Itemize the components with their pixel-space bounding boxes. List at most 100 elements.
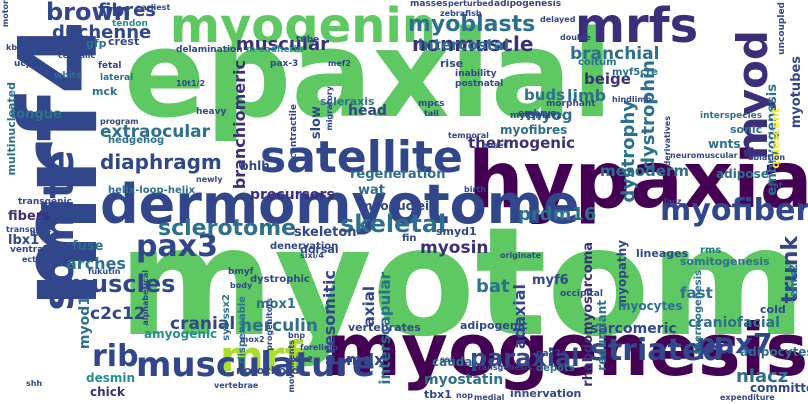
word: nop — [456, 391, 473, 400]
word: brown — [46, 0, 131, 26]
word: thermogenesis — [693, 270, 704, 355]
word: rise — [440, 57, 464, 70]
word: wat — [358, 183, 385, 198]
word: rib — [92, 339, 139, 374]
word: mox1 — [256, 297, 296, 312]
word: pax7 — [696, 327, 773, 360]
word: derivatives — [663, 116, 672, 167]
word: sonic — [730, 123, 763, 136]
word: tongue — [10, 107, 62, 122]
word: fetal — [98, 61, 122, 71]
word: movements — [287, 340, 296, 393]
word: myopathy — [615, 240, 629, 308]
word: dystrophy — [618, 100, 639, 203]
word: myotome — [118, 196, 808, 370]
word: syt-ssx2 — [221, 294, 232, 341]
word: alphabetical — [141, 270, 150, 326]
word: progenitors — [265, 298, 274, 351]
word: dorsal — [300, 243, 339, 256]
word: skeleton — [294, 225, 357, 240]
word: mpcs — [418, 99, 445, 109]
word: lbx1 — [8, 233, 40, 248]
word: mdx — [346, 350, 385, 369]
word: gfp — [86, 37, 107, 50]
word: ucp1 — [14, 59, 39, 69]
word: mesoderm — [600, 162, 689, 180]
word: originate — [500, 251, 541, 260]
word: pax-3 — [270, 59, 299, 69]
word: diaphragm — [100, 150, 222, 174]
word: epaxial — [124, 6, 613, 145]
word: sclerotome — [158, 216, 297, 241]
word: skeletal — [340, 210, 447, 238]
word: notochord — [236, 364, 300, 377]
word: emx2 — [787, 264, 800, 298]
word: medial — [474, 393, 505, 402]
word: beige — [584, 70, 631, 88]
word: bmyf — [228, 267, 254, 277]
word: rms — [700, 245, 722, 256]
word: birth — [464, 185, 486, 194]
word: contractile — [289, 104, 299, 159]
word: buds — [524, 86, 566, 104]
word: hedgehog — [108, 135, 165, 146]
word: newly — [196, 175, 223, 184]
word: body — [230, 281, 253, 290]
word: postnatal — [455, 79, 504, 89]
word: adipogenesis — [494, 0, 562, 9]
word: myofibers — [660, 193, 808, 228]
word: myocytes — [618, 299, 683, 313]
word: temporal — [448, 131, 489, 140]
word: earliest — [136, 3, 171, 12]
word: program — [100, 117, 139, 126]
word: bnp — [288, 331, 306, 340]
word: arches — [66, 254, 126, 273]
word: expenditure — [720, 393, 775, 402]
word: onset — [482, 141, 508, 150]
word: pitx2 — [290, 355, 314, 364]
word: herculin — [240, 316, 318, 336]
word: myod1 — [77, 296, 93, 350]
word: transgene — [6, 225, 52, 234]
word: fukutin — [88, 267, 121, 276]
word: tail — [424, 109, 439, 118]
word: occipital — [560, 289, 603, 299]
word: slow — [309, 106, 324, 140]
word: caudal — [432, 355, 477, 369]
word: masses — [410, 0, 448, 9]
word: duchenne — [52, 22, 152, 43]
word: intercostal — [418, 36, 510, 54]
word: double — [560, 33, 591, 42]
word: head — [348, 103, 387, 119]
word: redundant — [595, 300, 609, 371]
word: scleraxis — [320, 95, 375, 108]
word: adaxial — [510, 284, 529, 350]
word: myf5cre — [612, 67, 658, 78]
word: forelimb — [300, 343, 338, 352]
word: chick — [90, 385, 125, 399]
word: inability — [455, 69, 497, 79]
word: innervation — [510, 387, 582, 400]
word: fibres — [98, 0, 157, 21]
word: zebrafish — [440, 9, 482, 18]
word: multinucleated — [5, 82, 18, 176]
word: myotubes — [789, 56, 804, 129]
word: extraocular — [100, 122, 211, 142]
word: transgenic — [18, 197, 72, 207]
word: prdm16 — [518, 204, 597, 225]
word: hypaxial — [468, 136, 808, 226]
word: committed — [750, 381, 808, 395]
word: limb — [567, 86, 607, 105]
word: myoblasts — [408, 12, 536, 37]
word: helix-loop-helix — [108, 185, 196, 196]
word: c2c12 — [90, 304, 146, 324]
word: bat — [476, 276, 510, 297]
word: muscles — [66, 270, 176, 298]
word: lacz — [664, 197, 682, 206]
word: interspecies — [700, 111, 763, 121]
word: precursors — [250, 187, 335, 203]
word: craniofacial — [688, 315, 780, 331]
word: lineages — [636, 247, 689, 260]
word: myonuclei — [360, 199, 430, 213]
word: tendon — [112, 19, 148, 29]
